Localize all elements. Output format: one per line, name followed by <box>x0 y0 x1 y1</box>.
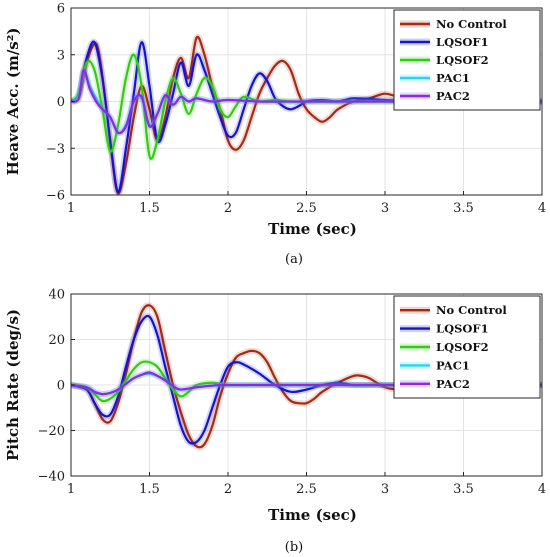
y-tick-label: 0 <box>57 379 65 394</box>
y-tick-label: −20 <box>38 424 65 439</box>
x-tick-label: 4 <box>538 482 546 497</box>
series-group <box>71 33 542 195</box>
legend: No Control LQSOF1 LQSOF2 PAC1 PAC2 <box>393 9 541 111</box>
series-line-pac2 <box>71 371 542 396</box>
chart-panel-a: 1 1.5 2 2.5 3 3.5 4 −6 −3 0 3 6 Time (sec) Heave Acc.… <box>4 2 546 239</box>
series-line-pac2 <box>71 69 542 135</box>
legend-label: PAC1 <box>436 358 470 372</box>
x-tick-label: 2.5 <box>296 201 317 216</box>
caption-b: (b) <box>285 540 303 555</box>
x-tick-label: 3.5 <box>453 201 474 216</box>
y-tick-label: −6 <box>46 189 65 204</box>
legend-label: PAC2 <box>436 89 470 103</box>
y-axis-label: Pitch Rate (deg/s) <box>4 309 22 461</box>
series-group <box>71 302 542 451</box>
legend-label: PAC1 <box>436 71 470 85</box>
legend-label: LQSOF2 <box>436 340 489 354</box>
legend-label: PAC2 <box>436 377 470 391</box>
legend-label: LQSOF2 <box>436 53 489 67</box>
legend-label: LQSOF1 <box>436 35 489 49</box>
x-tick-label: 1 <box>67 201 75 216</box>
y-tick-label: −40 <box>38 470 65 485</box>
x-tick-label: 1.5 <box>139 482 160 497</box>
x-tick-label: 1.5 <box>139 201 160 216</box>
y-tick-label: 6 <box>57 2 65 17</box>
x-tick-label: 4 <box>538 201 546 216</box>
legend-label: No Control <box>436 17 507 31</box>
y-axis-label: Heave Acc. (m/s²) <box>4 28 22 176</box>
x-axis-label: Time (sec) <box>268 220 357 238</box>
x-axis-label: Time (sec) <box>268 506 357 524</box>
caption-a: (a) <box>285 252 303 267</box>
x-tick-label: 3 <box>381 482 389 497</box>
y-tick-label: 20 <box>48 333 65 348</box>
x-tick-label: 2 <box>224 201 232 216</box>
chart-panel-b: 1 1.5 2 2.5 3 3.5 4 −40 −20 0 20 40 Time (sec) Pitch … <box>4 288 546 525</box>
x-tick-label: 3 <box>381 201 389 216</box>
x-tick-label: 1 <box>67 482 75 497</box>
series-line-lqsof1 <box>71 40 542 193</box>
y-tick-label: 3 <box>57 48 65 63</box>
legend-label: LQSOF1 <box>436 322 489 336</box>
legend-label: No Control <box>436 303 507 317</box>
y-tick-label: −3 <box>46 142 65 157</box>
x-tick-label: 2 <box>224 482 232 497</box>
x-tick-label: 3.5 <box>453 482 474 497</box>
x-tick-label: 2.5 <box>296 482 317 497</box>
legend: No Control LQSOF1 LQSOF2 PAC1 PAC2 <box>393 295 541 399</box>
y-tick-label: 40 <box>48 288 65 303</box>
y-tick-label: 0 <box>57 95 65 110</box>
